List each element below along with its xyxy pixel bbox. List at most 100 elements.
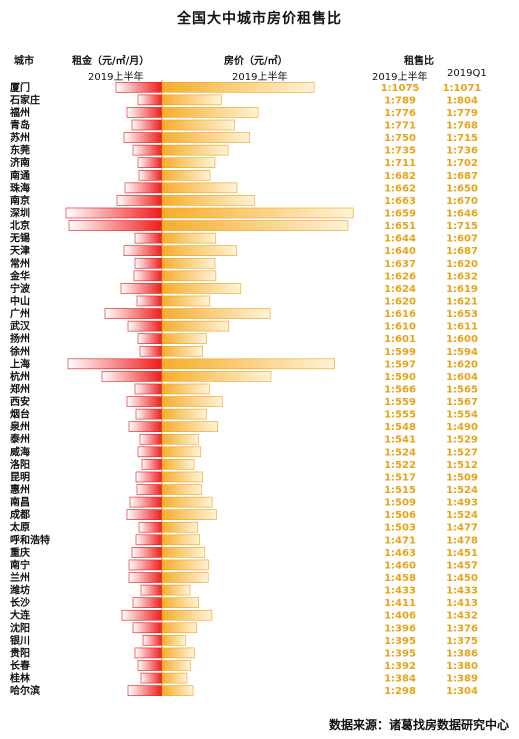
ratio-period-label-h1: 2019上半年 — [372, 72, 428, 83]
ratio-q1-label: 1:478 — [446, 535, 478, 546]
city-label: 沈阳 — [10, 621, 30, 634]
ratio-h1-label: 1:771 — [384, 120, 416, 131]
rent-bar — [135, 408, 163, 420]
ratio-h1-label: 1:566 — [384, 384, 416, 395]
ratio-q1-label: 1:451 — [446, 548, 478, 559]
ratio-h1-label: 1:599 — [384, 347, 416, 358]
city-label: 武汉 — [10, 320, 31, 333]
ratio-h1-label: 1:506 — [384, 510, 416, 521]
ratio-q1-label: 1:433 — [446, 586, 478, 597]
price-bar — [161, 597, 199, 608]
price-bar — [161, 132, 251, 143]
ratio-h1-label: 1:651 — [384, 221, 416, 232]
ratio-h1-label: 1:711 — [384, 158, 416, 169]
price-bar — [161, 396, 223, 407]
ratio-q1-label: 1:413 — [446, 598, 478, 609]
ratio-h1-label: 1:616 — [384, 309, 416, 320]
ratio-q1-label: 1:527 — [446, 447, 478, 458]
price-bar — [161, 534, 200, 546]
rent-bar — [65, 207, 163, 219]
ratio-h1-label: 1:396 — [384, 623, 416, 634]
price-bar — [161, 459, 195, 470]
ratio-q1-label: 1:715 — [446, 221, 478, 232]
ratio-h1-label: 1:463 — [384, 548, 416, 559]
ratio-q1-label: 1:604 — [446, 372, 478, 383]
ratio-q1-label: 1:621 — [446, 296, 478, 307]
city-label: 哈尔滨 — [10, 684, 40, 697]
rent-bar — [131, 547, 163, 558]
ratio-q1-label: 1:304 — [446, 686, 478, 697]
ratio-q1-label: 1:768 — [446, 120, 478, 131]
city-label: 徐州 — [9, 345, 30, 358]
ratio-q1-label: 1:565 — [446, 384, 478, 395]
city-label: 威海 — [10, 445, 30, 458]
rent-bar — [134, 383, 163, 395]
price-bar — [161, 207, 354, 219]
ratio-h1-label: 1:503 — [384, 523, 416, 534]
data-source: 数据来源：诸葛找房数据研究中心 — [328, 718, 509, 732]
ratio-q1-label: 1:477 — [446, 523, 478, 534]
city-label: 广州 — [10, 307, 30, 320]
rent-bar — [140, 672, 163, 684]
ratio-q1-label: 1:702 — [446, 158, 478, 169]
ratio-q1-label: 1:389 — [446, 674, 478, 685]
city-label: 福州 — [9, 106, 30, 119]
price-bar — [161, 685, 194, 696]
rent-bar — [116, 195, 163, 206]
city-header: 城市 — [14, 56, 34, 67]
rent-header: 租金（元/㎡/月） — [72, 56, 150, 67]
price-bar — [161, 308, 271, 319]
ratio-h1-label: 1:541 — [384, 435, 416, 446]
rent-bar — [124, 182, 163, 194]
rent-bar — [131, 119, 163, 131]
ratio-h1-label: 1:750 — [384, 133, 416, 144]
rent-bar — [137, 660, 163, 671]
ratio-q1-label: 1:620 — [446, 359, 478, 370]
ratio-h1-label: 1:522 — [384, 460, 416, 471]
city-label: 郑州 — [10, 382, 30, 395]
rent-bar — [133, 270, 163, 282]
ratio-h1-label: 1:298 — [384, 686, 416, 697]
price-bar — [161, 232, 217, 244]
ratio-q1-label: 1:524 — [446, 510, 478, 521]
rent-bar — [123, 245, 163, 256]
price-header: 房价（元/㎡） — [224, 56, 288, 67]
rent-bar — [141, 459, 163, 470]
price-bar — [161, 622, 198, 634]
rent-bar — [136, 484, 163, 495]
rent-bar — [101, 371, 163, 382]
city-label: 烟台 — [10, 408, 30, 421]
city-label: 泰州 — [9, 433, 30, 446]
rent-bar — [126, 396, 163, 407]
price-bar — [161, 270, 217, 282]
rent-bar — [67, 358, 163, 370]
ratio-h1-label: 1:458 — [384, 573, 416, 584]
price-bar — [161, 295, 211, 307]
price-bar — [161, 182, 238, 194]
ratio-q1-label: 1:380 — [446, 661, 478, 672]
city-label: 长春 — [10, 659, 30, 672]
price-bar — [161, 660, 191, 671]
ratio-h1-label: 1:659 — [384, 208, 416, 219]
city-label: 中山 — [10, 294, 30, 307]
city-label: 成都 — [10, 508, 30, 521]
ratio-q1-label: 1:554 — [446, 410, 478, 421]
rent-bar — [120, 283, 163, 294]
ratio-q1-label: 1:646 — [446, 208, 478, 219]
rent-bar — [129, 496, 163, 508]
rent-bar — [134, 257, 163, 269]
rent-bar — [137, 446, 163, 458]
price-bar — [161, 333, 207, 344]
city-label: 宁波 — [10, 282, 31, 295]
price-bar — [161, 195, 255, 206]
ratio-q1-label: 1:493 — [446, 498, 478, 509]
ratio-q1-label: 1:450 — [446, 573, 478, 584]
price-bar — [161, 94, 222, 106]
ratio-q1-label: 1:650 — [446, 183, 478, 194]
price-bar — [161, 609, 213, 621]
price-bar — [161, 408, 207, 420]
ratio-h1-label: 1:610 — [384, 322, 416, 333]
rent-bar — [126, 107, 163, 118]
ratio-h1-label: 1:662 — [384, 183, 416, 194]
ratio-q1-label: 1:687 — [446, 246, 478, 257]
